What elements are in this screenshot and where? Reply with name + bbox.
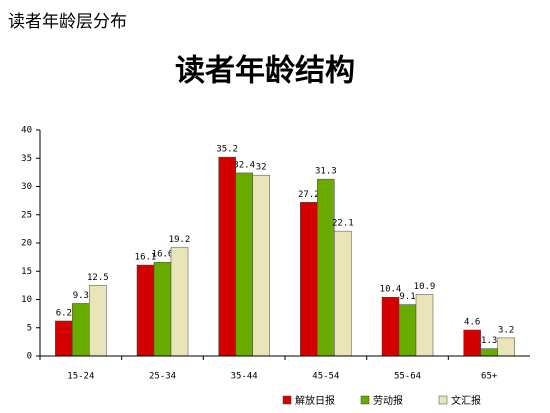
legend-label: 劳动报 bbox=[373, 394, 403, 407]
x-tick-label: 65+ bbox=[481, 372, 498, 382]
y-tick-label: 25 bbox=[21, 210, 32, 220]
value-label: 3.2 bbox=[498, 325, 514, 335]
value-label: 16.6 bbox=[152, 250, 174, 260]
legend-swatch bbox=[438, 395, 448, 405]
x-tick-label: 35-44 bbox=[231, 372, 258, 382]
y-tick-label: 5 bbox=[27, 323, 32, 333]
value-label: 19.2 bbox=[169, 235, 191, 245]
bar bbox=[381, 296, 400, 357]
bar bbox=[153, 261, 172, 357]
bar bbox=[300, 202, 318, 357]
bar bbox=[398, 304, 417, 357]
bar bbox=[55, 320, 73, 357]
value-label: 9.1 bbox=[399, 292, 415, 302]
bar bbox=[463, 329, 481, 357]
value-label: 10.4 bbox=[380, 285, 402, 295]
legend-label: 文汇报 bbox=[451, 394, 481, 407]
x-tick-label: 55-64 bbox=[394, 372, 421, 382]
x-tick-label: 45-54 bbox=[312, 372, 339, 382]
y-tick-label: 40 bbox=[21, 126, 32, 136]
value-label: 12.5 bbox=[87, 273, 109, 283]
x-tick-label: 15-24 bbox=[67, 372, 94, 382]
y-tick-label: 20 bbox=[21, 239, 32, 249]
value-label: 22.1 bbox=[332, 219, 354, 229]
value-label: 35.2 bbox=[216, 145, 238, 155]
legend-swatch bbox=[360, 395, 370, 405]
bar bbox=[252, 174, 270, 357]
value-label: 4.6 bbox=[464, 318, 480, 328]
x-tick-label: 25-34 bbox=[149, 372, 176, 382]
value-label: 6.2 bbox=[56, 308, 72, 318]
bar bbox=[497, 337, 515, 357]
value-label: 27.2 bbox=[298, 190, 320, 200]
chart-title: 读者年龄结构 bbox=[175, 54, 355, 89]
value-label: 10.9 bbox=[414, 282, 436, 292]
bar bbox=[415, 294, 434, 357]
bar bbox=[89, 285, 107, 357]
bar bbox=[136, 264, 155, 357]
legend-label: 解放日报 bbox=[295, 394, 335, 407]
bar bbox=[235, 172, 253, 357]
legend-swatch bbox=[282, 395, 292, 405]
y-tick-label: 35 bbox=[21, 154, 32, 164]
value-label: 32.4 bbox=[233, 160, 255, 170]
y-tick-label: 30 bbox=[21, 182, 32, 192]
value-label: 31.3 bbox=[315, 167, 337, 177]
value-label: 1.3 bbox=[481, 336, 497, 346]
value-label: 16.1 bbox=[135, 253, 157, 263]
y-tick-label: 15 bbox=[21, 267, 32, 277]
bar bbox=[317, 178, 335, 357]
y-tick-label: 10 bbox=[21, 295, 32, 305]
y-tick-label: 0 bbox=[27, 352, 32, 362]
bar bbox=[480, 348, 498, 357]
value-label: 32 bbox=[256, 163, 267, 173]
value-label: 9.3 bbox=[73, 291, 89, 301]
bar bbox=[218, 156, 236, 357]
bar bbox=[72, 303, 90, 357]
bar bbox=[170, 247, 189, 357]
bar bbox=[334, 230, 352, 357]
chart-subtitle: 读者年龄层分布 bbox=[8, 12, 127, 32]
